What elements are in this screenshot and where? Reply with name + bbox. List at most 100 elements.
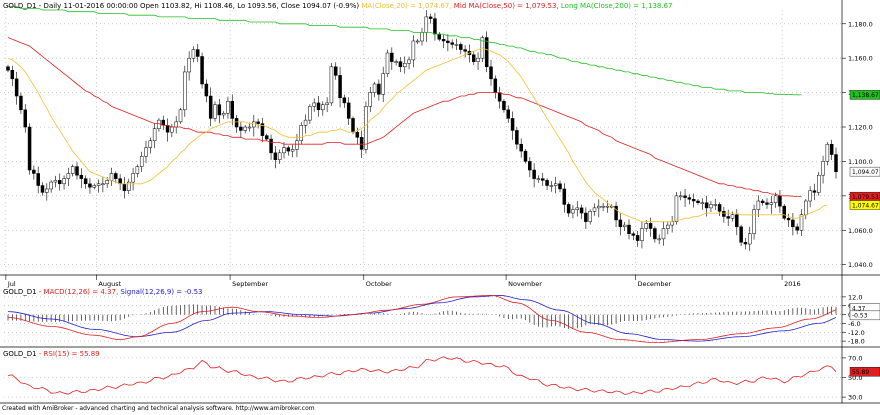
candle-body — [752, 209, 756, 234]
candle-body — [139, 156, 144, 167]
candle-body — [523, 150, 528, 162]
price-ytick-label: 1,120.0 — [848, 124, 873, 132]
candle-body — [420, 32, 424, 42]
candle-body — [411, 40, 416, 61]
candle-body — [476, 57, 480, 62]
candle-body — [273, 152, 278, 160]
candle-body — [463, 49, 467, 52]
candle-body — [152, 128, 157, 142]
candle-body — [290, 149, 295, 152]
candle-body — [441, 39, 446, 42]
chart-canvas: 1,180.01,160.01,140.01,120.01,100.01,080… — [0, 0, 880, 404]
rsi-last-value-tag-box — [849, 367, 880, 377]
candle-body — [502, 100, 506, 111]
candle-body — [735, 214, 739, 228]
macd-last-value-tag: -0.53 — [852, 313, 868, 320]
candle-body — [299, 125, 303, 142]
candle-body — [700, 202, 705, 204]
candle-body — [148, 140, 153, 148]
candle-body — [601, 205, 605, 208]
candle-body — [92, 185, 96, 188]
candle-body — [27, 126, 32, 171]
candle-body — [670, 221, 674, 226]
candle-body — [821, 161, 825, 176]
candle-body — [282, 147, 286, 154]
candle-body — [53, 180, 58, 183]
candle-body — [187, 57, 191, 73]
signal-line — [7, 294, 837, 342]
candle-body — [773, 195, 778, 203]
candle-body — [765, 202, 769, 205]
candle-body — [428, 16, 433, 19]
candle-body — [295, 140, 299, 150]
price-ytick-label: 1,160.0 — [848, 55, 873, 63]
candle-body — [795, 226, 799, 231]
candle-body — [308, 106, 312, 121]
candle-body — [66, 173, 71, 179]
ma20-line — [7, 47, 828, 223]
candle-body — [342, 97, 347, 104]
candle-body — [286, 147, 291, 152]
price-header-symbol: GOLD_D1 — [3, 2, 37, 10]
price-last-value-tag-box — [849, 200, 880, 210]
candle-body — [23, 109, 27, 128]
candle-body — [127, 181, 131, 191]
candle-body — [588, 211, 592, 222]
candle-body — [346, 102, 351, 119]
candle-body — [6, 66, 10, 71]
macd-header: GOLD_D1 - MACD(12,26) = 4.37, Signal(12,… — [3, 288, 203, 297]
candle-body — [571, 209, 575, 214]
candle-body — [433, 18, 437, 35]
candle-body — [200, 56, 204, 85]
candle-body — [756, 200, 761, 210]
candle-body — [398, 61, 403, 68]
candle-body — [691, 199, 696, 202]
ma200-legend: Long MA(Close,200) = 1,138.67 — [560, 2, 673, 10]
candle-body — [635, 235, 640, 241]
candle-body — [204, 83, 209, 97]
candle-body — [575, 207, 579, 210]
candle-body — [782, 205, 786, 219]
candle-body — [627, 224, 631, 234]
candle-body — [812, 190, 817, 193]
candle-body — [536, 178, 541, 180]
candle-body — [786, 217, 791, 221]
candle-body — [364, 106, 368, 150]
candle-body — [131, 173, 135, 183]
price-header: GOLD_D1 - Daily 11-01-2016 00:00:00 Open… — [3, 2, 673, 11]
candle-body — [239, 126, 243, 131]
candle-body — [303, 119, 308, 126]
candle-body — [558, 183, 562, 190]
candle-body — [178, 109, 183, 123]
candle-body — [135, 166, 140, 174]
candle-body — [165, 125, 170, 133]
macd-last-value-tag: 4.37 — [852, 305, 866, 312]
candle-body — [83, 178, 88, 185]
footer-credit: Created with AmiBroker - advanced charti… — [2, 405, 315, 412]
rsi-header: GOLD_D1 - RSI(15) = 55.89 — [3, 350, 100, 359]
macd-ytick-label: -6.0 — [848, 320, 861, 328]
candle-body — [321, 104, 325, 111]
candle-body — [696, 200, 700, 203]
candle-body — [359, 137, 364, 150]
candle-body — [683, 195, 687, 198]
candle-body — [592, 207, 597, 212]
candle-body — [597, 205, 601, 209]
candle-body — [726, 216, 730, 219]
signal-legend: Signal(12,26,9) = -0.53 — [120, 288, 203, 296]
rsi-ytick-label: 50.0 — [848, 374, 862, 382]
candle-body — [648, 223, 653, 229]
macd-ytick-label: -12.0 — [848, 329, 865, 337]
candle-body — [191, 49, 196, 59]
candle-body — [687, 197, 692, 200]
rsi-last-value-tag: 55.89 — [852, 369, 869, 376]
price-last-value-tag: 1,074.67 — [852, 202, 879, 209]
candle-body — [196, 49, 200, 57]
candle-body — [459, 44, 463, 50]
candle-body — [743, 242, 748, 245]
candle-body — [49, 181, 53, 190]
candle-body — [497, 92, 502, 102]
candle-body — [528, 161, 532, 171]
candle-body — [372, 83, 377, 93]
candle-body — [454, 44, 459, 46]
